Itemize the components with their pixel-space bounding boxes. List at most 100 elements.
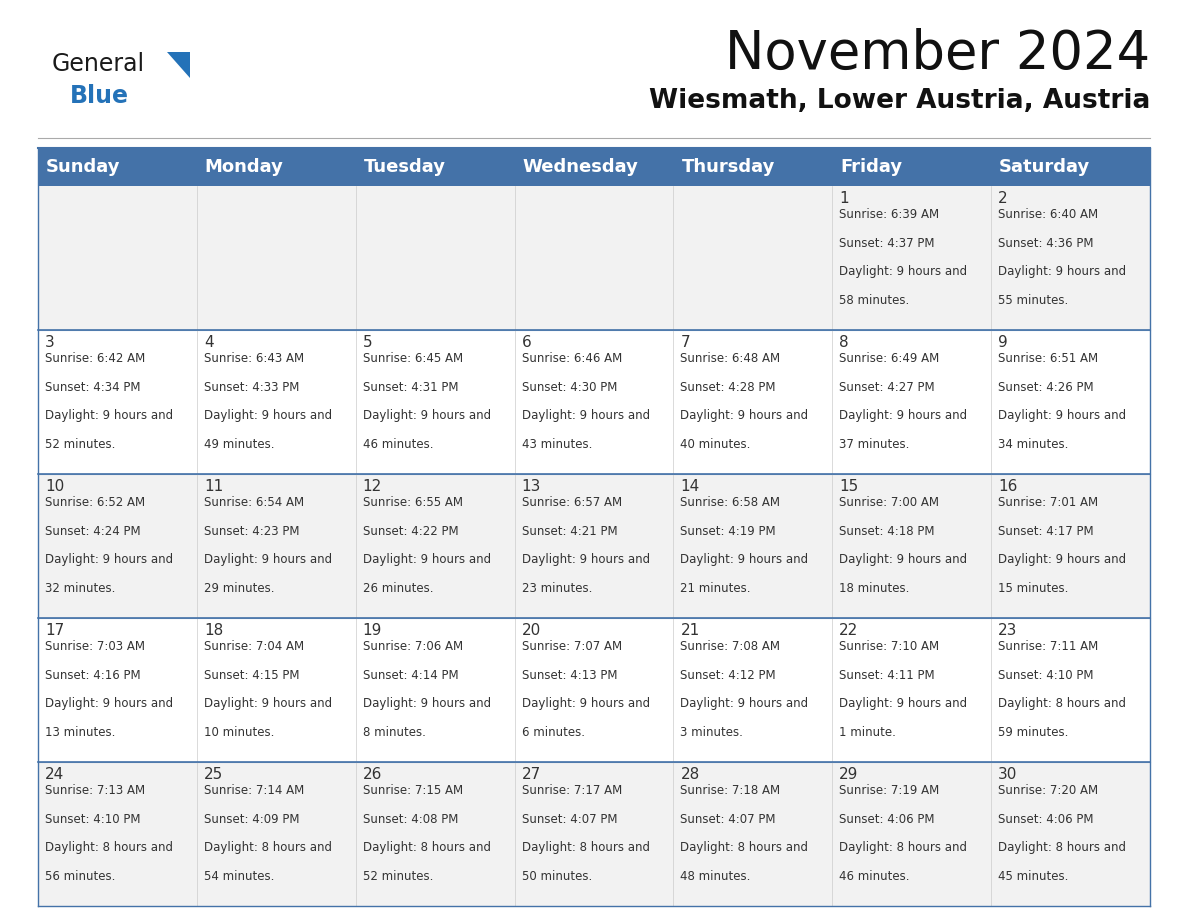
Text: Sunrise: 7:17 AM: Sunrise: 7:17 AM: [522, 784, 621, 797]
Text: 46 minutes.: 46 minutes.: [839, 869, 910, 883]
Text: Sunrise: 7:11 AM: Sunrise: 7:11 AM: [998, 640, 1099, 653]
Text: 3 minutes.: 3 minutes.: [681, 726, 744, 739]
Text: Sunset: 4:07 PM: Sunset: 4:07 PM: [681, 812, 776, 825]
Text: Sunrise: 6:51 AM: Sunrise: 6:51 AM: [998, 352, 1098, 365]
Text: Sunset: 4:36 PM: Sunset: 4:36 PM: [998, 237, 1094, 250]
Text: Sunset: 4:08 PM: Sunset: 4:08 PM: [362, 812, 459, 825]
Text: Sunrise: 6:40 AM: Sunrise: 6:40 AM: [998, 208, 1098, 221]
Text: General: General: [52, 52, 145, 76]
Text: 37 minutes.: 37 minutes.: [839, 438, 910, 451]
Text: Sunset: 4:10 PM: Sunset: 4:10 PM: [998, 668, 1094, 681]
Text: 21 minutes.: 21 minutes.: [681, 582, 751, 595]
Text: Sunrise: 7:20 AM: Sunrise: 7:20 AM: [998, 784, 1098, 797]
Text: Daylight: 9 hours and: Daylight: 9 hours and: [362, 554, 491, 566]
Text: Sunset: 4:31 PM: Sunset: 4:31 PM: [362, 381, 459, 394]
Text: Daylight: 8 hours and: Daylight: 8 hours and: [45, 841, 173, 854]
Text: 29 minutes.: 29 minutes.: [204, 582, 274, 595]
Text: 21: 21: [681, 623, 700, 638]
Text: 19: 19: [362, 623, 383, 638]
Text: Sunrise: 7:14 AM: Sunrise: 7:14 AM: [204, 784, 304, 797]
Text: Daylight: 9 hours and: Daylight: 9 hours and: [204, 697, 331, 711]
Text: Daylight: 9 hours and: Daylight: 9 hours and: [681, 697, 809, 711]
Text: Daylight: 8 hours and: Daylight: 8 hours and: [362, 841, 491, 854]
Text: Sunset: 4:22 PM: Sunset: 4:22 PM: [362, 524, 459, 538]
Text: 43 minutes.: 43 minutes.: [522, 438, 592, 451]
Text: Daylight: 8 hours and: Daylight: 8 hours and: [998, 697, 1126, 711]
Text: 15: 15: [839, 479, 859, 494]
Text: Daylight: 9 hours and: Daylight: 9 hours and: [681, 409, 809, 422]
Text: Sunset: 4:34 PM: Sunset: 4:34 PM: [45, 381, 140, 394]
Text: Sunrise: 7:07 AM: Sunrise: 7:07 AM: [522, 640, 621, 653]
Text: 16: 16: [998, 479, 1017, 494]
FancyBboxPatch shape: [38, 618, 1150, 762]
Text: 9: 9: [998, 335, 1007, 350]
Text: Daylight: 9 hours and: Daylight: 9 hours and: [362, 409, 491, 422]
Text: Sunset: 4:17 PM: Sunset: 4:17 PM: [998, 524, 1094, 538]
Text: Sunrise: 7:19 AM: Sunrise: 7:19 AM: [839, 784, 940, 797]
Text: Sunset: 4:14 PM: Sunset: 4:14 PM: [362, 668, 459, 681]
Text: 15 minutes.: 15 minutes.: [998, 582, 1068, 595]
Text: 49 minutes.: 49 minutes.: [204, 438, 274, 451]
Text: Thursday: Thursday: [682, 158, 775, 176]
Text: November 2024: November 2024: [725, 28, 1150, 80]
Text: 4: 4: [204, 335, 214, 350]
Text: 10 minutes.: 10 minutes.: [204, 726, 274, 739]
Text: Daylight: 9 hours and: Daylight: 9 hours and: [45, 409, 173, 422]
FancyBboxPatch shape: [38, 330, 1150, 474]
Text: Sunrise: 6:39 AM: Sunrise: 6:39 AM: [839, 208, 940, 221]
Text: 27: 27: [522, 767, 541, 782]
Text: Wednesday: Wednesday: [523, 158, 638, 176]
Text: Daylight: 9 hours and: Daylight: 9 hours and: [839, 697, 967, 711]
Text: Sunrise: 7:18 AM: Sunrise: 7:18 AM: [681, 784, 781, 797]
Text: Sunset: 4:07 PM: Sunset: 4:07 PM: [522, 812, 617, 825]
Text: Sunset: 4:27 PM: Sunset: 4:27 PM: [839, 381, 935, 394]
FancyBboxPatch shape: [38, 762, 1150, 906]
Text: Sunset: 4:10 PM: Sunset: 4:10 PM: [45, 812, 140, 825]
Text: 20: 20: [522, 623, 541, 638]
Text: Sunrise: 6:43 AM: Sunrise: 6:43 AM: [204, 352, 304, 365]
Text: 40 minutes.: 40 minutes.: [681, 438, 751, 451]
Text: 24: 24: [45, 767, 64, 782]
Text: Sunset: 4:15 PM: Sunset: 4:15 PM: [204, 668, 299, 681]
Text: Sunrise: 7:10 AM: Sunrise: 7:10 AM: [839, 640, 940, 653]
Text: Daylight: 8 hours and: Daylight: 8 hours and: [681, 841, 808, 854]
Text: 29: 29: [839, 767, 859, 782]
Text: Daylight: 9 hours and: Daylight: 9 hours and: [998, 409, 1126, 422]
Text: Sunset: 4:37 PM: Sunset: 4:37 PM: [839, 237, 935, 250]
Text: Sunset: 4:12 PM: Sunset: 4:12 PM: [681, 668, 776, 681]
Text: Sunrise: 6:48 AM: Sunrise: 6:48 AM: [681, 352, 781, 365]
Text: 6: 6: [522, 335, 531, 350]
Text: Sunset: 4:24 PM: Sunset: 4:24 PM: [45, 524, 140, 538]
Text: Daylight: 9 hours and: Daylight: 9 hours and: [998, 554, 1126, 566]
Text: Daylight: 8 hours and: Daylight: 8 hours and: [204, 841, 331, 854]
Text: 18 minutes.: 18 minutes.: [839, 582, 910, 595]
Text: Daylight: 9 hours and: Daylight: 9 hours and: [839, 265, 967, 278]
Text: Sunrise: 7:08 AM: Sunrise: 7:08 AM: [681, 640, 781, 653]
Text: Monday: Monday: [204, 158, 284, 176]
FancyBboxPatch shape: [38, 186, 1150, 330]
Text: 13 minutes.: 13 minutes.: [45, 726, 115, 739]
Text: Daylight: 9 hours and: Daylight: 9 hours and: [522, 554, 650, 566]
Text: Sunrise: 6:58 AM: Sunrise: 6:58 AM: [681, 496, 781, 509]
Text: Daylight: 9 hours and: Daylight: 9 hours and: [522, 697, 650, 711]
Text: 18: 18: [204, 623, 223, 638]
Text: Daylight: 9 hours and: Daylight: 9 hours and: [45, 554, 173, 566]
Text: Sunset: 4:30 PM: Sunset: 4:30 PM: [522, 381, 617, 394]
Text: Sunset: 4:23 PM: Sunset: 4:23 PM: [204, 524, 299, 538]
Text: 50 minutes.: 50 minutes.: [522, 869, 592, 883]
Text: Sunset: 4:13 PM: Sunset: 4:13 PM: [522, 668, 617, 681]
Text: Sunrise: 6:55 AM: Sunrise: 6:55 AM: [362, 496, 462, 509]
Text: Sunrise: 7:15 AM: Sunrise: 7:15 AM: [362, 784, 463, 797]
Text: Sunset: 4:28 PM: Sunset: 4:28 PM: [681, 381, 776, 394]
Text: 13: 13: [522, 479, 541, 494]
Text: 7: 7: [681, 335, 690, 350]
Text: Tuesday: Tuesday: [364, 158, 446, 176]
Text: 17: 17: [45, 623, 64, 638]
Text: 30: 30: [998, 767, 1017, 782]
Text: 34 minutes.: 34 minutes.: [998, 438, 1068, 451]
Text: 54 minutes.: 54 minutes.: [204, 869, 274, 883]
Text: 14: 14: [681, 479, 700, 494]
Text: Daylight: 9 hours and: Daylight: 9 hours and: [362, 697, 491, 711]
Text: Sunrise: 6:45 AM: Sunrise: 6:45 AM: [362, 352, 463, 365]
Text: 48 minutes.: 48 minutes.: [681, 869, 751, 883]
